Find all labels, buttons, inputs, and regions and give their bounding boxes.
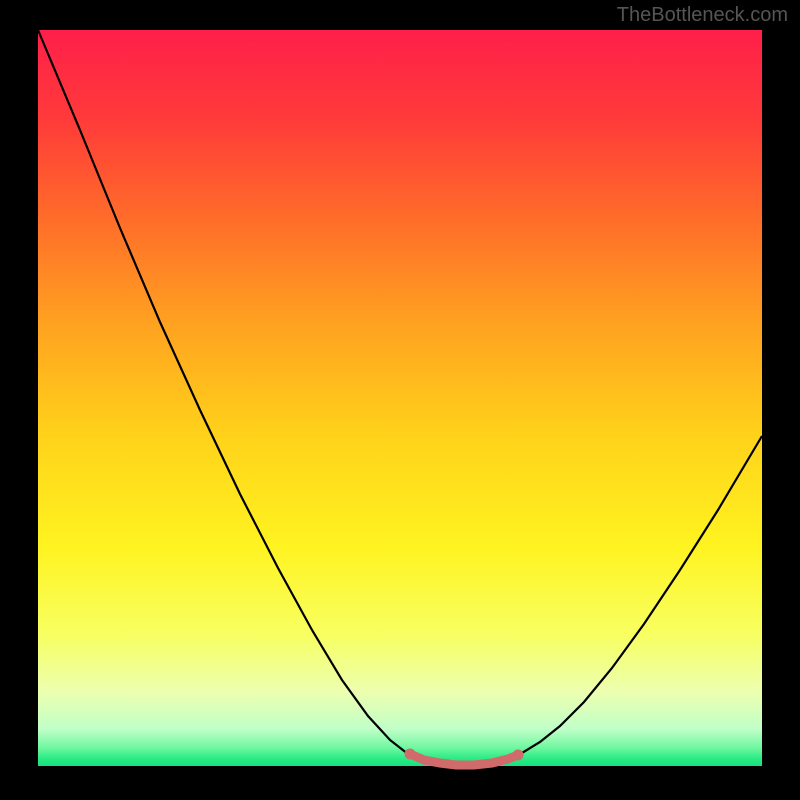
highlight-marker (405, 749, 416, 760)
plot-background (38, 30, 762, 766)
highlight-marker (513, 750, 524, 761)
chart-canvas (0, 0, 800, 800)
chart-svg (0, 0, 800, 800)
watermark-text: TheBottleneck.com (617, 4, 788, 27)
